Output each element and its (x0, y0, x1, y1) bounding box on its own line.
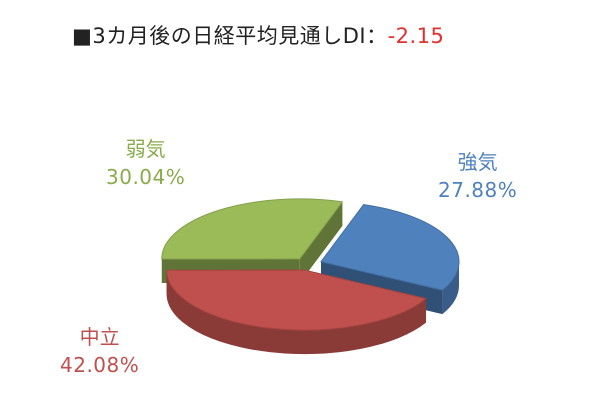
slice-neutral (166, 269, 428, 355)
label-bearish-value: 30.04% (106, 165, 186, 189)
chart-title: ■3カ月後の日経平均見通しDI：-2.15 (72, 20, 444, 50)
label-bullish: 強気 27.88% (438, 148, 517, 204)
label-bearish-name: 弱気 (125, 137, 166, 161)
pie-slices (161, 198, 460, 355)
label-bullish-value: 27.88% (438, 178, 518, 202)
label-bullish-name: 強気 (457, 150, 498, 174)
label-neutral-name: 中立 (79, 325, 120, 349)
chart-title-text: ■3カ月後の日経平均見通しDI： (72, 24, 388, 48)
di-value: -2.15 (387, 24, 445, 48)
label-neutral: 中立 42.08% (60, 323, 139, 379)
label-bearish: 弱気 30.04% (106, 135, 185, 191)
label-neutral-value: 42.08% (60, 353, 140, 377)
